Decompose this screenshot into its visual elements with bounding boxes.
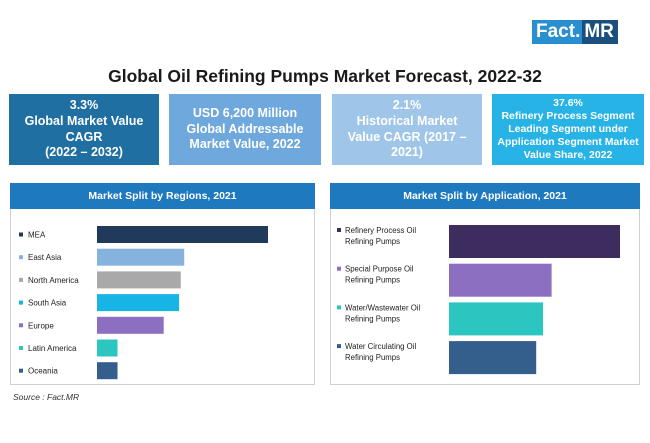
legend-swatch: [337, 266, 341, 271]
bar: [449, 341, 537, 375]
legend-swatch: [337, 305, 341, 310]
application-bar-chart: Refinery Process Oil Refining Pumps Specia…: [337, 225, 620, 375]
application-chart-title: Market Split by Application, 2021: [330, 183, 640, 209]
page-title: Global Oil Refining Pumps Market Forecas…: [108, 66, 542, 86]
logo-mr-text: MR: [582, 20, 618, 44]
stat-card-line: 3.3%: [69, 98, 99, 113]
category-label: Refining Pumps: [345, 276, 400, 285]
category-label: Special Purpose Oil: [345, 265, 414, 274]
stat-card-line: 37.6%: [553, 96, 583, 109]
stat-card-cagr: 3.3% Global Market Value CAGR (2022 – 20…: [9, 94, 159, 165]
category-label: Refining Pumps: [345, 314, 400, 323]
legend-swatch: [19, 277, 23, 282]
category-label: Water/Wastewater Oil: [345, 303, 421, 312]
category-label: Refining Pumps: [345, 237, 400, 246]
stat-card-line: 2.1%: [392, 98, 422, 113]
stat-card-line: Refinery Process Segment: [501, 109, 635, 122]
stat-card-line: Leading Segment under: [508, 122, 628, 135]
source-note: Source : Fact.MR: [13, 392, 80, 402]
legend-swatch: [19, 300, 23, 305]
bar: [97, 339, 118, 357]
application-chart-panel: Market Split by Application, 2021 Refine…: [330, 183, 640, 385]
category-label: Refining Pumps: [345, 353, 400, 362]
stat-card-line: Global Market Value: [24, 113, 144, 128]
legend-swatch: [19, 368, 23, 373]
legend-swatch: [19, 255, 23, 260]
category-label: Oceania: [28, 367, 58, 376]
legend-swatch: [19, 232, 23, 237]
legend-swatch: [337, 228, 341, 232]
category-label: South Asia: [28, 299, 67, 308]
bar: [97, 226, 268, 243]
bar: [449, 225, 620, 258]
regions-chart-title: Market Split by Regions, 2021: [10, 183, 315, 209]
category-label: Water Circulating Oil: [345, 342, 416, 351]
bar: [97, 316, 164, 334]
bar: [97, 362, 118, 380]
bar: [449, 263, 552, 297]
bar: [97, 294, 180, 312]
stat-card-historical-cagr: 2.1% Historical Market Value CAGR (2017 …: [332, 94, 482, 165]
legend-swatch: [19, 346, 23, 350]
stat-card-line: Value CAGR (2017 –: [347, 129, 467, 144]
stat-card-line: USD 6,200 Million: [192, 106, 298, 121]
legend-swatch: [337, 344, 341, 349]
category-label: East Asia: [28, 253, 62, 262]
category-label: MEA: [28, 231, 46, 240]
stat-card-line: 2021): [391, 145, 423, 160]
logo-fact-text: Fact.: [532, 20, 583, 44]
stat-card-line: CAGR: [65, 129, 103, 144]
stat-card-market-value: USD 6,200 Million Global Addressable Mar…: [169, 94, 321, 165]
stat-card-line: Value Share, 2022: [523, 149, 613, 162]
category-label: Europe: [28, 321, 54, 330]
bar: [97, 248, 185, 266]
stat-card-line: Application Segment Market: [497, 136, 639, 149]
category-label: Latin America: [28, 344, 77, 353]
factmr-logo: Fact. MR: [532, 20, 638, 44]
stat-card-line: Market Value, 2022: [189, 137, 301, 152]
bar: [449, 302, 544, 336]
regions-chart-panel: Market Split by Regions, 2021 MEA East As…: [10, 183, 315, 385]
legend-swatch: [19, 323, 23, 328]
regions-bar-chart: MEA East Asia North America South Asia Europ…: [19, 226, 268, 380]
stat-card-line: Global Addressable: [186, 121, 304, 136]
category-label: Refinery Process Oil: [345, 226, 416, 235]
stat-card-line: Historical Market: [356, 113, 458, 128]
stat-card-line: (2022 – 2032): [45, 145, 123, 160]
bar: [97, 271, 181, 289]
category-label: North America: [28, 276, 79, 285]
stat-card-leading-segment: 37.6% Refinery Process Segment Leading S…: [492, 94, 644, 165]
